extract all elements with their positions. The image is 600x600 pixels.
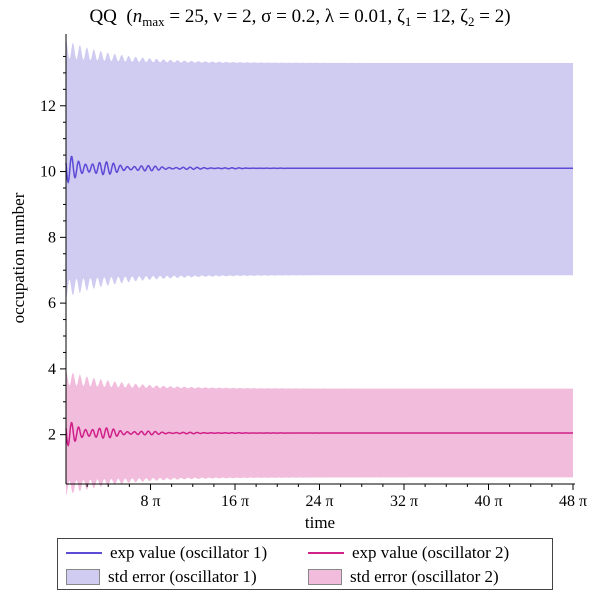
x-tick-label: 24 π (305, 493, 333, 510)
title-zeta2-value: = 2) (479, 6, 511, 27)
y-tick-label: 2 (48, 427, 56, 444)
y-tick-label: 8 (48, 229, 56, 246)
title-lambda: λ = 0.01, (324, 6, 393, 27)
title-nu: ν = 2, (213, 6, 257, 27)
title-n-sub: max (142, 14, 165, 29)
x-tick-label: 48 π (559, 493, 587, 510)
title-zeta2-symbol: ζ (460, 6, 469, 27)
y-tick-label: 4 (48, 361, 56, 378)
legend-item: std error (oscillator 2) (308, 566, 499, 588)
legend: exp value (oscillator 1) exp value (oscil… (57, 538, 553, 590)
title-zeta2-sub: 2 (468, 14, 475, 29)
y-tick-label: 12 (40, 98, 56, 115)
y-tick-label: 6 (48, 295, 56, 312)
line-oscillator-1 (65, 155, 573, 184)
legend-swatch-marker (308, 569, 342, 585)
title-zeta1-sub: 1 (404, 14, 412, 29)
chart-title: QQ (nmax = 25, ν = 2, σ = 0.2, λ = 0.01,… (89, 6, 511, 29)
x-axis-label: time (305, 513, 335, 532)
legend-label: exp value (oscillator 2) (352, 543, 510, 562)
legend-swatch-marker (66, 569, 100, 585)
chart-plot: 8 π 16 π 24 π 32 π 40 π 48 π 2 4 6 8 10 12 time occ… (9, 34, 587, 532)
title-zeta1-value: = 12, (416, 6, 456, 27)
title-prefix: QQ (89, 6, 117, 27)
legend-line-marker (66, 552, 102, 554)
legend-label: std error (oscillator 2) (350, 567, 499, 586)
title-n-value: = 25, (169, 6, 209, 27)
legend-label: exp value (oscillator 1) (110, 543, 268, 562)
band-oscillator-1 (66, 40, 573, 299)
line-oscillator-2 (65, 421, 573, 447)
y-axis-label: occupation number (9, 192, 28, 323)
legend-item: exp value (oscillator 2) (308, 542, 509, 564)
x-tick-label: 8 π (140, 493, 160, 510)
title-zeta1-symbol: ζ (397, 6, 405, 27)
title-sigma: σ = 0.2, (261, 6, 321, 27)
y-tick-label: 10 (40, 164, 56, 181)
x-tick-label: 16 π (221, 493, 249, 510)
x-tick-label: 32 π (390, 493, 418, 510)
legend-item: std error (oscillator 1) (66, 566, 257, 588)
legend-item: exp value (oscillator 1) (66, 542, 267, 564)
legend-line-marker (308, 552, 344, 554)
title-n-symbol: n (132, 6, 143, 27)
x-tick-label: 40 π (474, 493, 502, 510)
legend-label: std error (oscillator 1) (108, 567, 257, 586)
